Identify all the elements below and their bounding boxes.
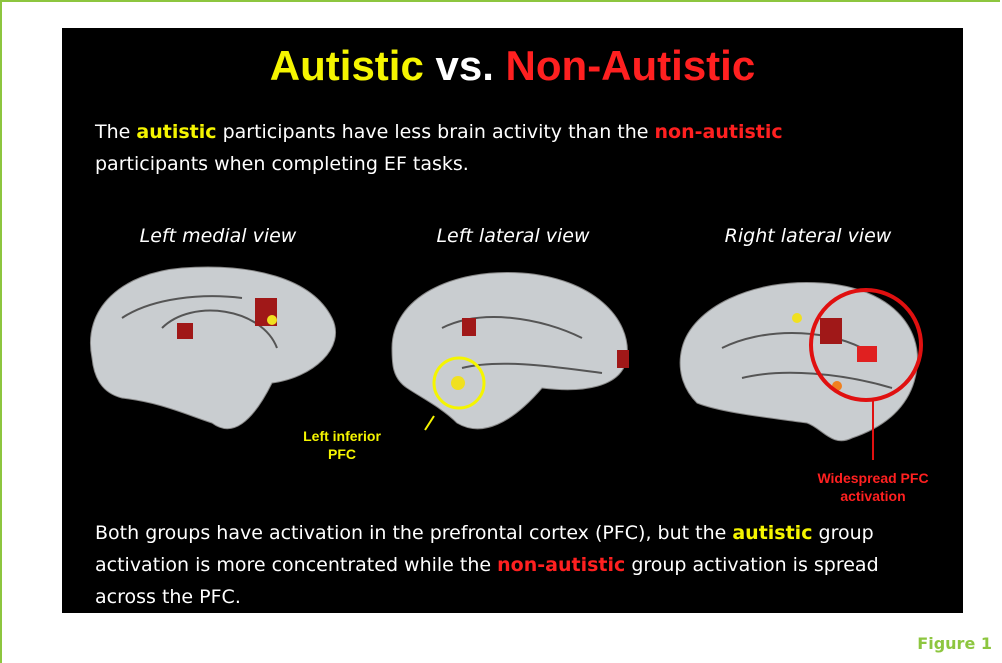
intro-text: The autistic participants have less brai…: [95, 116, 855, 180]
slide: Autistic vs. Non-Autistic The autistic p…: [62, 28, 963, 613]
brain-right-lateral: [680, 282, 917, 440]
annotation-line: PFC: [282, 445, 402, 463]
slide-title: Autistic vs. Non-Autistic: [62, 42, 963, 90]
text-run: Both groups have activation in the prefr…: [95, 522, 726, 544]
title-run: Non-Autistic: [506, 42, 756, 89]
text-run: participants when completing EF tasks.: [95, 153, 469, 175]
text-run: non-autistic: [655, 121, 783, 143]
text-run: participants have less brain activity th…: [223, 121, 649, 143]
annotation-line: Left inferior: [282, 427, 402, 445]
view-label: Left lateral view: [383, 225, 643, 247]
annotation-line: Widespread PFC: [798, 469, 948, 487]
text-run: autistic: [136, 121, 216, 143]
page: Autistic vs. Non-Autistic The autistic p…: [0, 0, 1002, 663]
title-run: Autistic: [270, 42, 424, 89]
text-run: The: [95, 121, 130, 143]
figure-caption: Figure 1: [917, 634, 992, 653]
summary-text: Both groups have activation in the prefr…: [95, 517, 935, 613]
view-label: Left medial view: [88, 225, 348, 247]
brain-medial: [90, 267, 335, 429]
title-run: vs.: [435, 42, 493, 89]
brain-left-lateral: [392, 272, 627, 428]
text-run: non-autistic: [497, 554, 625, 576]
text-run: autistic: [732, 522, 812, 544]
view-label: Right lateral view: [678, 225, 938, 247]
annotation-line: activation: [798, 487, 948, 505]
